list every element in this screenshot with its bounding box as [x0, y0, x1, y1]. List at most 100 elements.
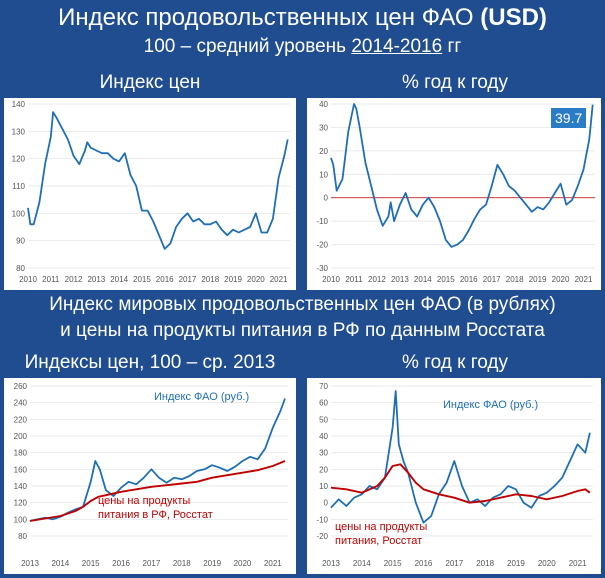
- y-tick-label: 40: [319, 432, 328, 441]
- legend-rosstat-line2: питания в РФ, Росстат: [98, 509, 213, 521]
- x-tick-label: 2019: [203, 559, 221, 568]
- middle-title-line2: и цены на продукты питания в РФ по данны…: [60, 320, 545, 341]
- y-tick-label: 90: [16, 237, 25, 246]
- x-tick-label: 2014: [414, 275, 432, 284]
- x-tick-label: 2013: [21, 559, 39, 568]
- main-title: Индекс продовольственных цен ФАО (USD): [58, 4, 547, 31]
- y-tick-label: 60: [319, 399, 328, 408]
- y-tick-label: 10: [319, 170, 328, 179]
- panel1-title: Индекс цен: [99, 72, 201, 93]
- panel3-chart: 80 100 120 140 160 180 200 220 240 260 2013 2014 201…: [4, 378, 296, 574]
- x-tick-label: 2019: [507, 559, 525, 568]
- series-line-fao: [29, 398, 286, 522]
- x-tick-label: 2019: [224, 275, 242, 284]
- x-tick-label: 2016: [415, 559, 433, 568]
- x-tick-label: 2020: [247, 275, 265, 284]
- y-tick-label: 10: [319, 482, 328, 491]
- y-tick-label: 100: [12, 209, 26, 218]
- panel4-title: % год к году: [401, 352, 509, 373]
- y-tick-label: 30: [319, 123, 328, 132]
- legend-rosstat-line1: цены на продукты: [98, 495, 190, 507]
- y-tick-label: 100: [14, 515, 28, 524]
- legend-fao: Индекс ФАО (руб.): [443, 399, 538, 411]
- x-tick-label: 2017: [483, 275, 501, 284]
- x-tick-label: 2013: [87, 275, 105, 284]
- x-tick-label: 2021: [264, 559, 282, 568]
- x-tick-label: 2018: [201, 275, 219, 284]
- x-tick-label: 2016: [112, 559, 130, 568]
- x-tick-label: 2014: [353, 559, 371, 568]
- y-tick-label: -10: [316, 515, 328, 524]
- middle-title-line1: Индекс мировых продовольственных цен ФАО…: [49, 294, 556, 315]
- y-tick-label: 120: [14, 499, 28, 508]
- y-tick-label: 140: [12, 100, 26, 109]
- x-tick-label: 2021: [569, 559, 587, 568]
- x-tick-label: 2018: [173, 559, 191, 568]
- panel4-chart: -20 -10 0 10 20 30 40 50 60 70 2013 2014 2015 2016 201…: [307, 378, 601, 574]
- panel3-title: Индексы цен, 100 – ср. 2013: [24, 352, 276, 373]
- y-tick-label: 160: [14, 465, 28, 474]
- panel1-chart: 80 90 100 110 120 130 140 2010 2011 2012 2013 2014 2…: [4, 98, 296, 290]
- series-line-fao: [330, 390, 591, 524]
- x-tick-label: 2020: [234, 559, 252, 568]
- chart-fao-rub-index: 80 100 120 140 160 180 200 220 240 260 2013 2014 201…: [14, 382, 288, 568]
- x-tick-label: 2021: [575, 275, 593, 284]
- x-tick-label: 2011: [345, 275, 363, 284]
- chart-fao-rub-yoy: -20 -10 0 10 20 30 40 50 60 70 2013 2014 2015 2016 201…: [316, 382, 593, 568]
- series-line-fao: [27, 111, 289, 250]
- y-tick-label: -20: [316, 532, 328, 541]
- x-tick-label: 2010: [322, 275, 340, 284]
- x-tick-label: 2012: [368, 275, 386, 284]
- y-tick-label: 140: [14, 482, 28, 491]
- chart-fao-usd-index: 80 90 100 110 120 130 140 2010 2011 2012 2013 2014 2…: [12, 100, 290, 284]
- x-tick-label: 2016: [156, 275, 174, 284]
- y-tick-label: -20: [316, 241, 328, 250]
- series-line-rosstat: [29, 460, 286, 522]
- x-tick-label: 2010: [19, 275, 37, 284]
- x-tick-label: 2015: [384, 559, 402, 568]
- x-tick-label: 2014: [110, 275, 128, 284]
- y-tick-label: 240: [14, 399, 28, 408]
- y-tick-label: 120: [12, 155, 26, 164]
- y-tick-label: 0: [324, 194, 329, 203]
- y-tick-label: 130: [12, 127, 26, 136]
- y-tick-label: 110: [12, 182, 25, 191]
- main-subtitle: 100 – средний уровень 2014-2016 гг: [143, 36, 462, 57]
- x-tick-label: 2015: [133, 275, 151, 284]
- x-tick-label: 2015: [437, 275, 455, 284]
- y-tick-label: 200: [14, 432, 28, 441]
- x-tick-label: 2015: [82, 559, 100, 568]
- x-tick-label: 2011: [42, 275, 60, 284]
- y-tick-label: 30: [319, 449, 328, 458]
- y-tick-label: 180: [14, 449, 28, 458]
- legend-fao: Индекс ФАО (руб.): [154, 391, 249, 403]
- series-line-fao: [330, 103, 594, 248]
- y-tick-label: 20: [319, 147, 328, 156]
- y-tick-label: 220: [14, 415, 28, 424]
- legend-rosstat-line1: цены на продукты: [335, 521, 427, 533]
- series-line-rosstat: [330, 463, 591, 504]
- x-tick-label: 2016: [460, 275, 478, 284]
- y-tick-label: 70: [319, 382, 328, 391]
- x-tick-label: 2017: [179, 275, 197, 284]
- x-tick-label: 2013: [322, 559, 340, 568]
- y-tick-label: 50: [319, 415, 328, 424]
- x-tick-label: 2013: [391, 275, 409, 284]
- x-tick-label: 2017: [143, 559, 161, 568]
- y-tick-label: 260: [14, 382, 28, 391]
- y-tick-label: 80: [16, 264, 25, 273]
- panel2-chart: -30 -20 -10 0 10 20 30 40 2010 2011 2012 2013 2014 20…: [307, 98, 601, 290]
- x-tick-label: 2018: [506, 275, 524, 284]
- x-tick-label: 2018: [476, 559, 494, 568]
- x-tick-label: 2020: [552, 275, 570, 284]
- y-tick-label: 20: [319, 465, 328, 474]
- x-tick-label: 2012: [65, 275, 83, 284]
- chart-fao-usd-yoy: -30 -20 -10 0 10 20 30 40 2010 2011 2012 2013 2014 20…: [316, 100, 595, 284]
- x-tick-label: 2017: [445, 559, 463, 568]
- y-tick-label: 0: [324, 499, 329, 508]
- x-tick-label: 2019: [529, 275, 547, 284]
- x-tick-label: 2021: [270, 275, 288, 284]
- y-tick-label: 40: [319, 100, 328, 109]
- y-tick-label: -30: [316, 264, 328, 273]
- y-tick-label: 80: [18, 532, 27, 541]
